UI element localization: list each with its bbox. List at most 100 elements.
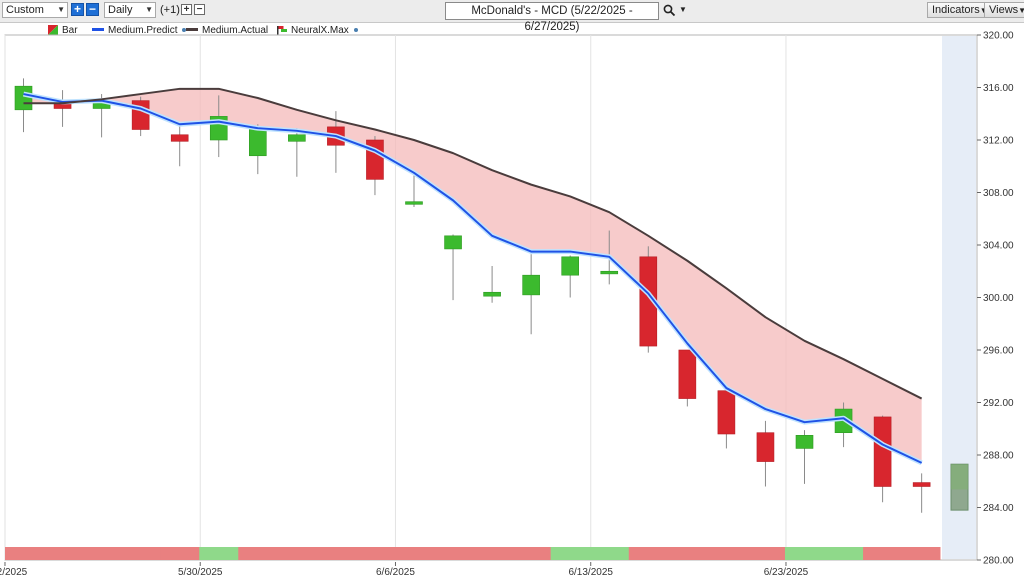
- bar-legend-icon: [48, 25, 58, 36]
- candle-body: [795, 435, 814, 449]
- candle-body: [405, 201, 423, 205]
- candle: [717, 389, 736, 449]
- signal-strip-segment: [902, 547, 941, 560]
- candle: [912, 473, 931, 513]
- candle: [170, 124, 189, 167]
- x-tick-label: 5/22/2025: [0, 567, 28, 576]
- candle: [795, 430, 814, 484]
- dot-icon: [353, 28, 358, 33]
- layout-select-value: Custom: [6, 4, 44, 16]
- dot-icon: [182, 28, 187, 33]
- legend-max-label: NeuralX.Max: [291, 25, 349, 36]
- candle: [444, 234, 462, 301]
- flag-legend-icon: [277, 26, 287, 36]
- signal-strip-segment: [667, 547, 708, 560]
- signal-strip-segment: [472, 547, 513, 560]
- signal-strip-segment: [745, 547, 786, 560]
- y-tick-label: 300.00: [983, 293, 1014, 304]
- indicators-button[interactable]: Indicators▼: [927, 2, 993, 18]
- y-tick-label: 320.00: [983, 31, 1014, 42]
- legend-bar-label: Bar: [62, 25, 78, 36]
- signal-strip-segment: [784, 547, 825, 560]
- candle-body: [14, 85, 33, 111]
- candle-body: [912, 482, 931, 487]
- candle-body: [600, 270, 619, 275]
- x-tick-label: 5/30/2025: [178, 567, 223, 576]
- symbol-title-field[interactable]: McDonald's - MCD (5/22/2025 - 6/27/2025): [445, 2, 659, 33]
- signal-strip-segment: [706, 547, 747, 560]
- signal-strip-segment: [5, 547, 44, 560]
- y-tick-label: 280.00: [983, 556, 1014, 567]
- views-button[interactable]: Views▼: [984, 2, 1024, 18]
- candle-body: [873, 416, 892, 487]
- candle: [249, 124, 267, 175]
- dropdown-arrow-icon: ▼: [145, 5, 153, 14]
- x-tick-label: 6/13/2025: [568, 567, 613, 576]
- signal-strip-segment: [199, 547, 239, 560]
- legend-max[interactable]: NeuralX.Max: [277, 25, 358, 37]
- legend-predict[interactable]: Medium.Predict: [92, 25, 187, 37]
- signal-strip-segment: [160, 547, 200, 560]
- x-tick-label: 6/23/2025: [764, 567, 809, 576]
- legend-actual-label: Medium.Actual: [202, 25, 269, 36]
- plot-area: [4, 34, 978, 561]
- y-tick-label: 288.00: [983, 451, 1014, 462]
- signal-strip-segment: [316, 547, 356, 560]
- dropdown-arrow-icon: ▼: [1018, 6, 1024, 15]
- signal-strip-segment: [43, 547, 83, 560]
- medium-actual-line: [23, 87, 923, 400]
- candle: [756, 420, 775, 487]
- candle: [405, 175, 423, 207]
- signal-strip-segment: [511, 547, 552, 560]
- period-select[interactable]: Daily ▼: [104, 2, 156, 18]
- line-legend-icon: [186, 28, 198, 32]
- signal-strip-segment: [589, 547, 630, 560]
- legend-actual[interactable]: Medium.Actual: [186, 25, 268, 37]
- y-tick-label: 296.00: [983, 346, 1014, 357]
- candle-body: [483, 291, 501, 297]
- signal-strip-segment: [82, 547, 122, 560]
- signal-strip-segment: [277, 547, 317, 560]
- candle: [522, 254, 540, 335]
- candle-body: [678, 349, 697, 399]
- candle: [483, 266, 501, 303]
- signal-strip-segment: [394, 547, 435, 560]
- signal-strip-segment: [238, 547, 278, 560]
- signal-strip-segment: [433, 547, 474, 560]
- candle: [561, 255, 580, 298]
- minus-icon[interactable]: −: [86, 3, 99, 16]
- y-tick-label: 292.00: [983, 398, 1014, 409]
- signal-strip-segment: [355, 547, 395, 560]
- neuralx-band: [23, 88, 922, 463]
- signal-strip-segment: [121, 547, 161, 560]
- forecast-bar-upper: [951, 464, 968, 490]
- candle-body: [561, 256, 580, 276]
- line-legend-icon: [92, 28, 104, 32]
- medium-predict-line: [23, 93, 923, 464]
- candle: [639, 246, 658, 353]
- legend-predict-label: Medium.Predict: [108, 25, 178, 36]
- legend-bar[interactable]: Bar: [48, 25, 78, 37]
- dropdown-arrow-icon: ▼: [980, 6, 988, 15]
- search-icon[interactable]: [663, 4, 676, 17]
- indicators-label: Indicators: [932, 4, 980, 16]
- plus-icon[interactable]: +: [71, 3, 84, 16]
- minus-icon[interactable]: −: [194, 4, 205, 15]
- offset-label: (+1): [160, 4, 180, 16]
- candle-body: [717, 390, 736, 435]
- layout-select[interactable]: Custom ▼: [2, 2, 68, 18]
- y-tick-label: 304.00: [983, 241, 1014, 252]
- period-select-value: Daily: [108, 4, 133, 16]
- plus-icon[interactable]: +: [181, 4, 192, 15]
- signal-strip-segment: [628, 547, 669, 560]
- candle-body: [756, 432, 775, 462]
- price-chart[interactable]: 320.00 316.00 312.00 308.00 304.00 300.00 296.…: [0, 22, 1024, 576]
- dropdown-arrow-icon[interactable]: ▼: [679, 5, 687, 14]
- toolbar: Custom ▼ + − Daily ▼ (+1) + − McDonald's…: [0, 0, 1024, 33]
- signal-strip-segment: [863, 547, 903, 560]
- signal-strip-segment: [824, 547, 864, 560]
- y-tick-label: 308.00: [983, 188, 1014, 199]
- views-label: Views: [989, 4, 1019, 16]
- candle-body: [249, 129, 267, 157]
- candle-body: [444, 235, 462, 250]
